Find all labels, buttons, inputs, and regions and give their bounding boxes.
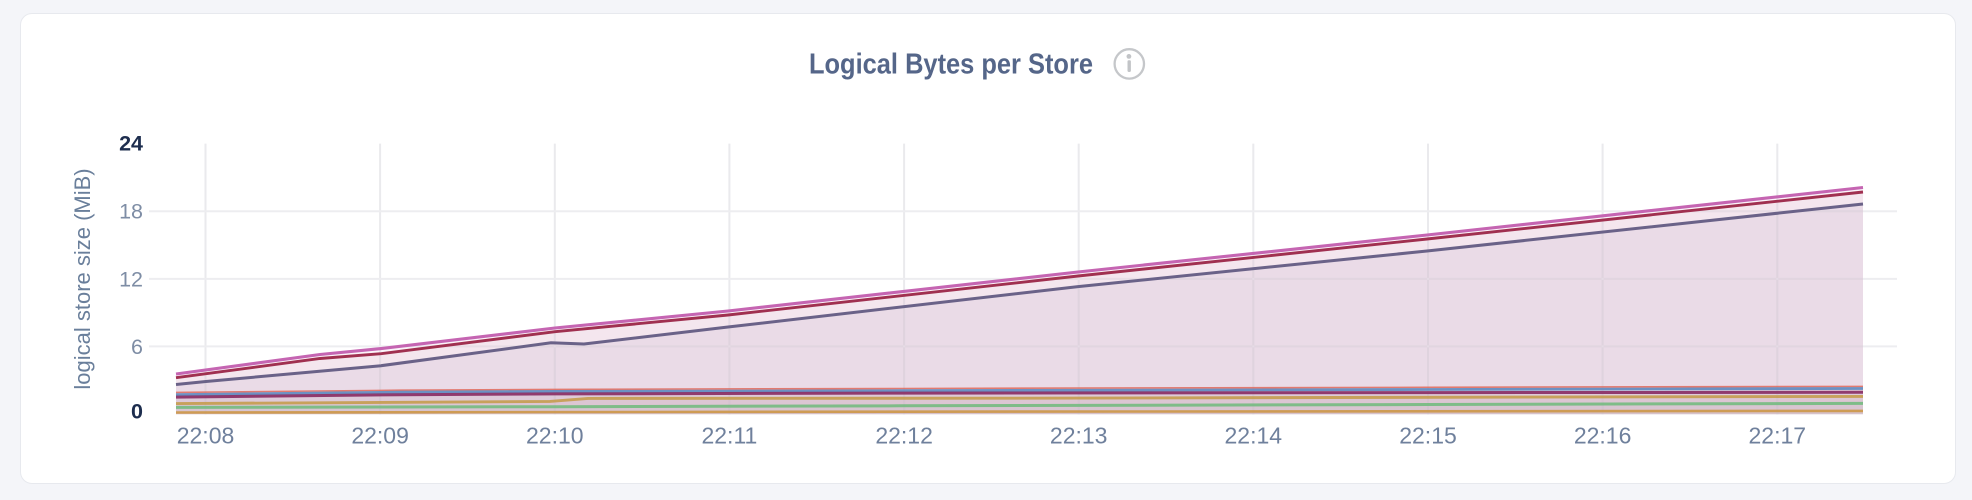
svg-text:22:15: 22:15 [1399,423,1457,449]
svg-text:logical store size (MiB): logical store size (MiB) [70,168,95,389]
svg-text:22:10: 22:10 [526,423,584,449]
svg-text:22:08: 22:08 [177,423,235,449]
svg-text:18: 18 [119,199,143,223]
svg-text:22:09: 22:09 [351,423,409,449]
svg-text:12: 12 [119,268,143,292]
svg-text:22:14: 22:14 [1225,423,1283,449]
svg-text:22:16: 22:16 [1574,423,1632,449]
svg-text:Logical Bytes per Store: Logical Bytes per Store [809,49,1093,81]
svg-text:24: 24 [119,132,143,156]
svg-text:0: 0 [131,400,143,424]
svg-text:22:12: 22:12 [875,423,933,449]
svg-text:22:17: 22:17 [1749,423,1807,449]
svg-text:22:11: 22:11 [701,423,757,449]
svg-text:6: 6 [131,335,143,359]
svg-text:22:13: 22:13 [1050,423,1108,449]
